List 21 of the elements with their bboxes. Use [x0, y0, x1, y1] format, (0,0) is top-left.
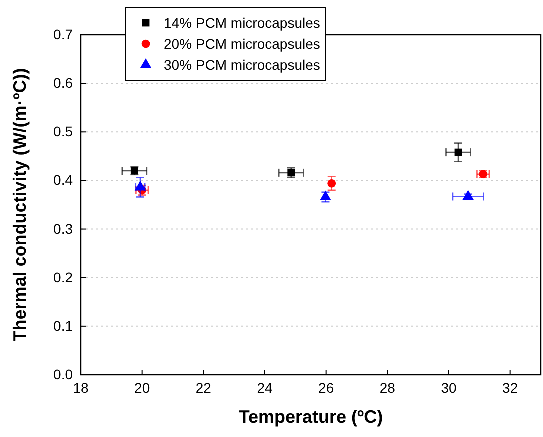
y-axis-title: Thermal conductivity (W/(m·ºC))	[10, 68, 30, 342]
y-tick-label: 0.4	[54, 172, 74, 188]
x-tick-label: 18	[73, 380, 89, 396]
x-tick-label: 28	[380, 380, 396, 396]
x-tick-label: 24	[257, 380, 273, 396]
y-tick-label: 0.1	[54, 318, 74, 334]
x-tick-label: 22	[196, 380, 212, 396]
x-tick-label: 32	[502, 380, 518, 396]
x-tick-label: 26	[318, 380, 334, 396]
x-tick-label: 30	[441, 380, 457, 396]
legend-label: 30% PCM microcapsules	[164, 56, 320, 73]
y-tick-label: 0.7	[54, 26, 74, 42]
x-tick-label: 20	[134, 380, 150, 396]
x-axis-title: Temperature (ºC)	[238, 407, 384, 427]
y-tick-label: 0.6	[54, 75, 74, 92]
y-tick-label: 0.5	[54, 124, 74, 140]
y-tick-label: 0.2	[54, 269, 74, 286]
y-tick-label: 0.3	[54, 220, 74, 237]
legend-label: 20% PCM microcapsules	[164, 36, 320, 52]
y-tick-label: 0.0	[54, 366, 74, 382]
legend-label: 14% PCM microcapsules	[164, 14, 320, 31]
